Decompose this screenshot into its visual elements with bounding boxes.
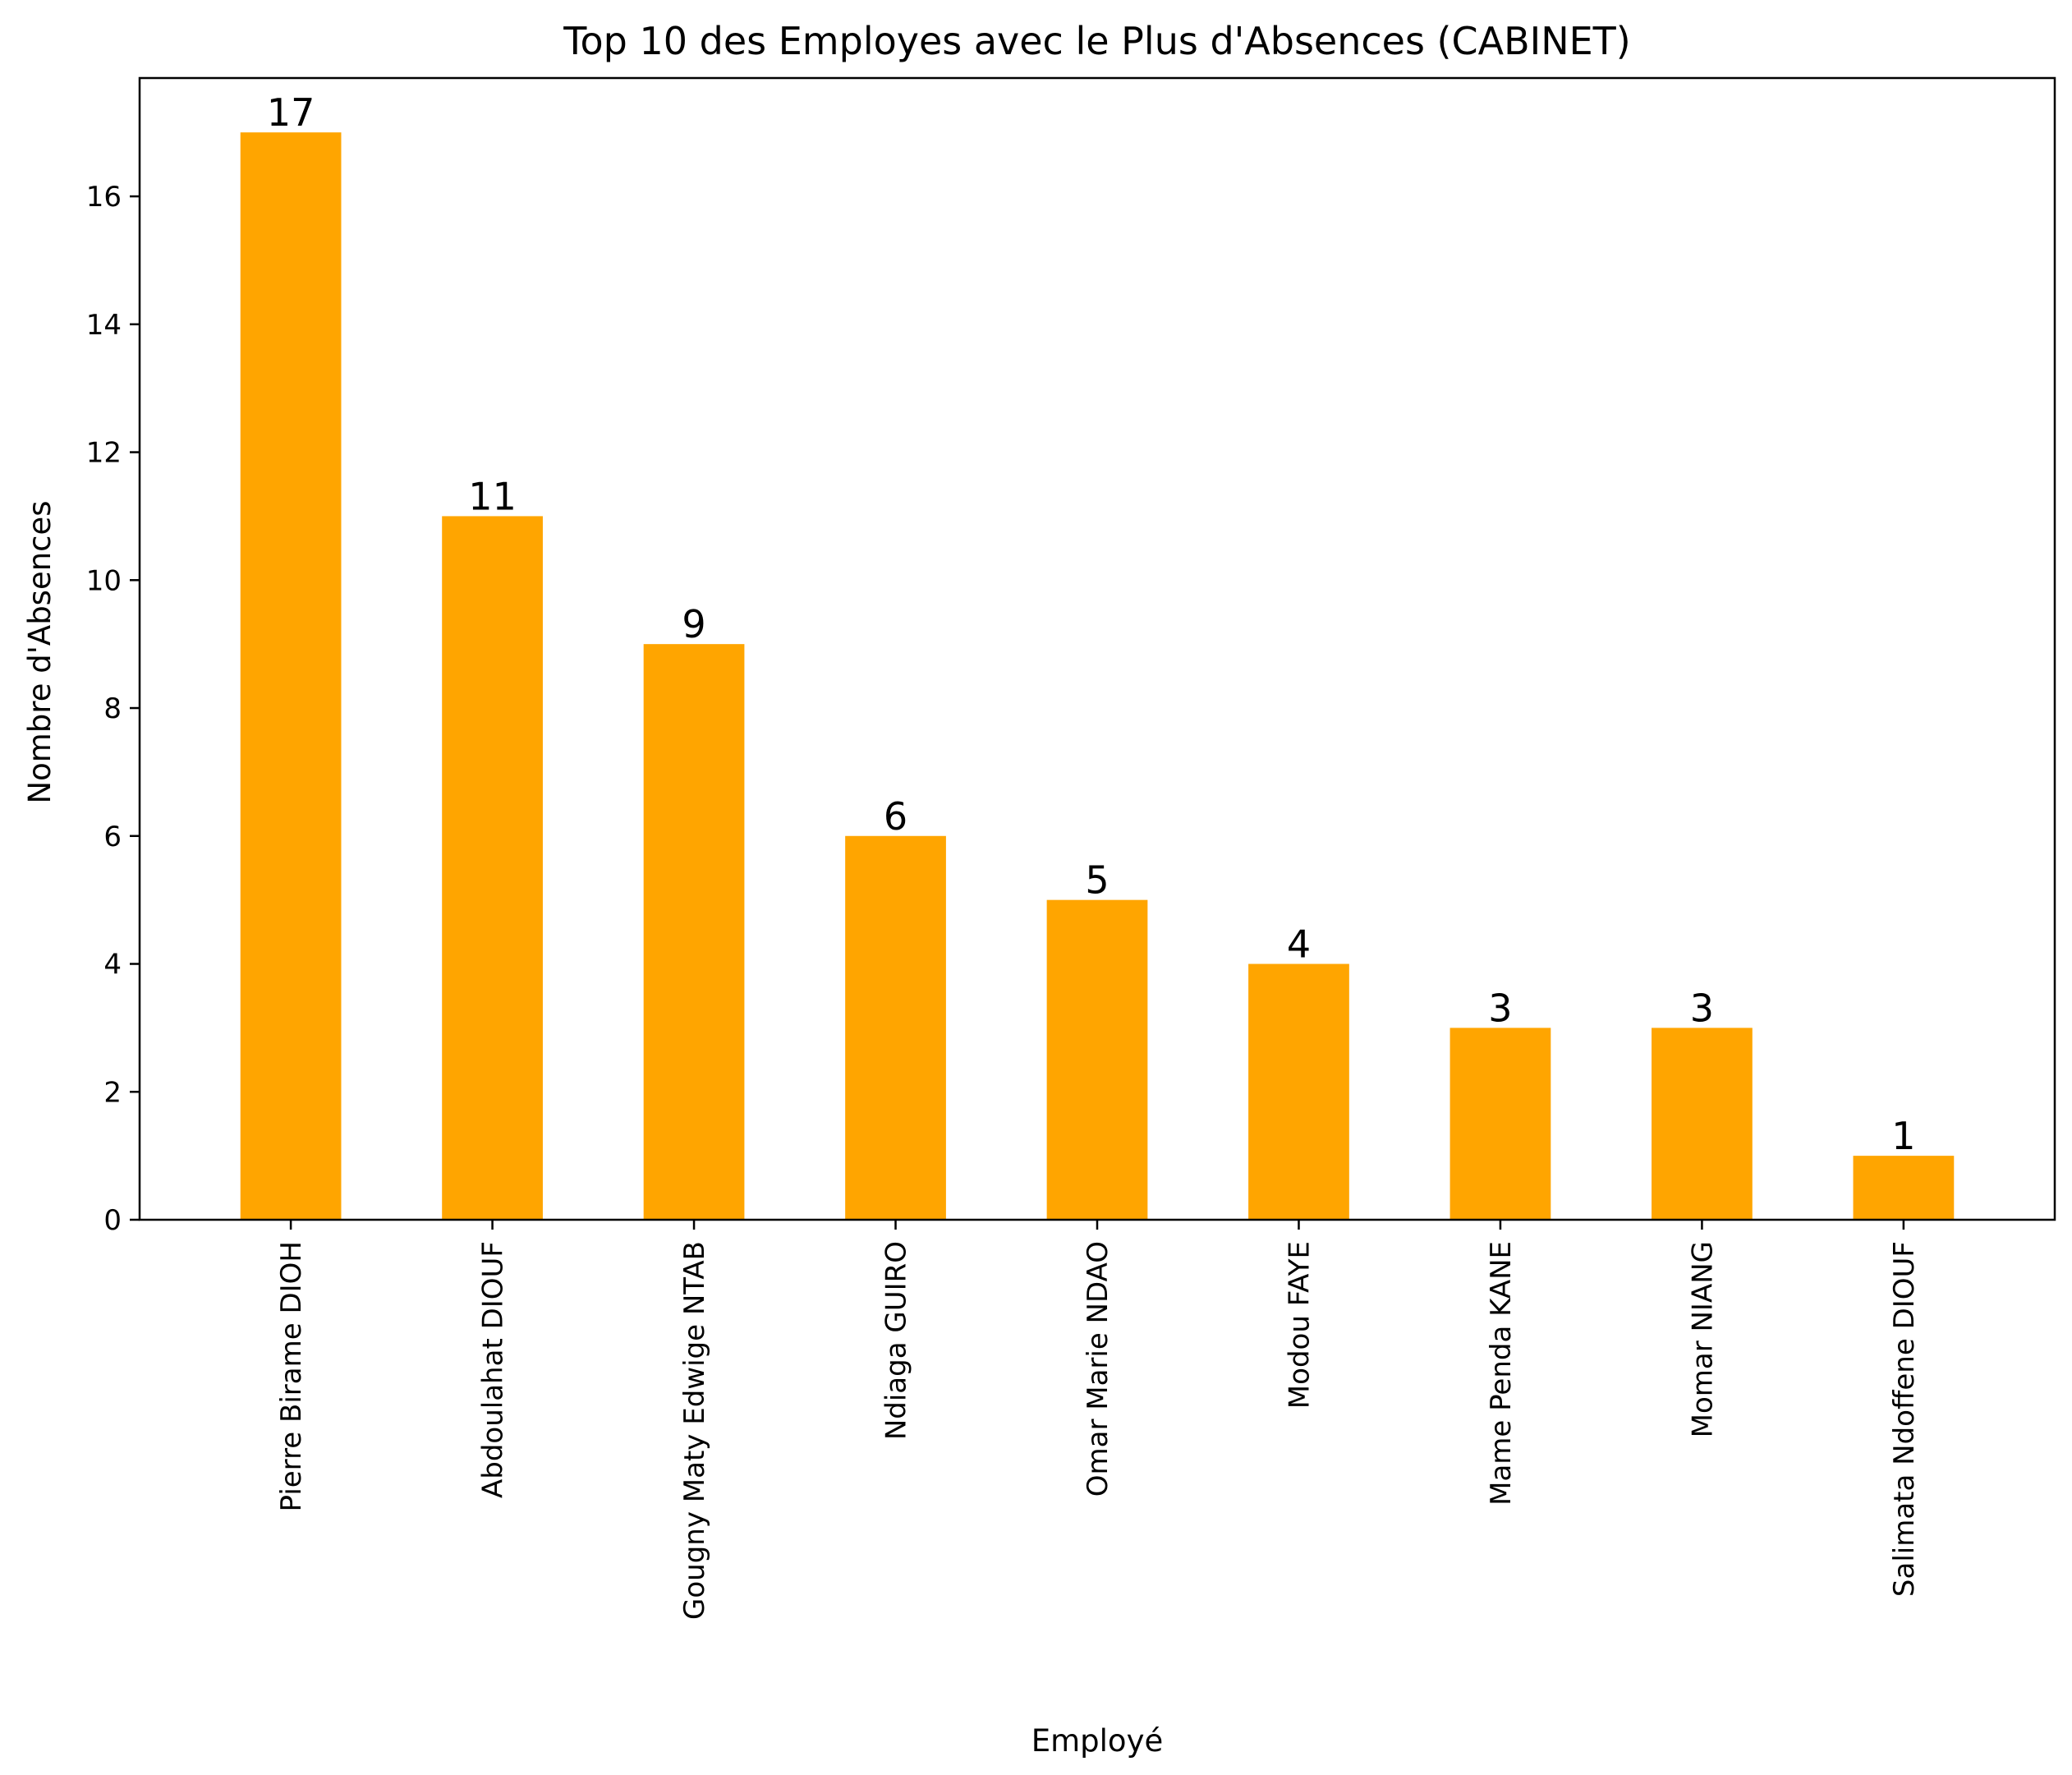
- y-tick-label: 16: [86, 181, 122, 214]
- data-label: 3: [1488, 986, 1512, 1030]
- y-axis-label: Nombre d'Absences: [22, 500, 57, 803]
- data-label: 3: [1690, 986, 1714, 1030]
- bar: [1046, 899, 1148, 1220]
- data-label: 17: [267, 90, 315, 135]
- x-tick-label: Gougny Maty Edwige NTAB: [678, 1241, 711, 1620]
- x-tick-label: Abdoulahat DIOUF: [477, 1241, 510, 1498]
- y-tick-label: 10: [86, 564, 122, 597]
- data-label: 11: [468, 474, 517, 518]
- y-tick-label: 14: [86, 309, 122, 342]
- x-tick-label: Ndiaga GUIRO: [880, 1241, 913, 1440]
- y-tick-label: 4: [103, 949, 122, 982]
- chart-title: Top 10 des Employes avec le Plus d'Absen…: [563, 19, 1630, 63]
- bar: [1853, 1156, 1955, 1220]
- x-tick-label: Mame Penda KANE: [1485, 1241, 1518, 1506]
- y-tick-label: 0: [103, 1204, 122, 1237]
- y-tick-label: 12: [86, 437, 122, 470]
- y-tick-label: 2: [103, 1076, 122, 1109]
- data-label: 6: [884, 794, 907, 839]
- data-label: 5: [1085, 858, 1109, 903]
- x-axis-label: Employé: [1031, 1723, 1163, 1759]
- x-tick-label: Pierre Birame DIOH: [275, 1241, 308, 1511]
- bar: [643, 644, 745, 1220]
- bar: [1248, 963, 1349, 1220]
- x-tick-label: Modou FAYE: [1283, 1241, 1316, 1409]
- x-tick-label: Omar Marie NDAO: [1082, 1241, 1114, 1497]
- y-tick-label: 6: [103, 821, 122, 853]
- data-label: 9: [682, 602, 705, 646]
- bar: [1652, 1028, 1753, 1220]
- bar: [845, 835, 946, 1220]
- bar: [240, 132, 342, 1221]
- bar: [1449, 1028, 1551, 1220]
- x-tick-label: Salimata Ndoffene DIOUF: [1888, 1241, 1921, 1597]
- data-label: 4: [1287, 922, 1311, 967]
- bar: [442, 516, 543, 1220]
- y-tick-label: 8: [103, 692, 122, 725]
- x-tick-label: Momar NIANG: [1686, 1241, 1719, 1437]
- data-label: 1: [1891, 1114, 1915, 1158]
